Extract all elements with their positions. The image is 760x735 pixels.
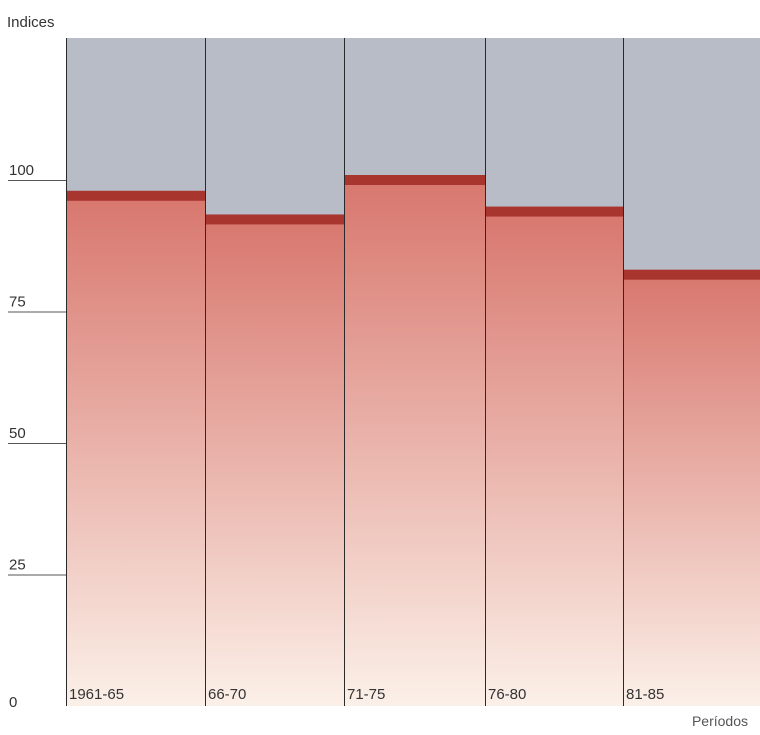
y-tick-label: 25 bbox=[9, 557, 26, 574]
bar-81-85 bbox=[623, 274, 760, 706]
bar-76-80 bbox=[485, 211, 623, 706]
x-category-label: 81-85 bbox=[626, 686, 664, 703]
x-axis-title: Períodos bbox=[692, 713, 748, 729]
bar-cap-1961-65 bbox=[66, 190, 205, 201]
y-tick-label: 0 bbox=[9, 694, 17, 711]
bar-cap-81-85 bbox=[623, 269, 760, 280]
x-category-label: 76-80 bbox=[488, 686, 526, 703]
x-category-label: 1961-65 bbox=[69, 686, 124, 703]
bar-66-70 bbox=[205, 219, 344, 706]
bar-1961-65 bbox=[66, 195, 205, 706]
bar-cap-76-80 bbox=[485, 206, 623, 217]
bars bbox=[66, 175, 760, 706]
y-axis-title: Indices bbox=[7, 14, 55, 31]
y-tick-label: 100 bbox=[9, 162, 34, 179]
y-tick-label: 50 bbox=[9, 425, 26, 442]
category-labels: 1961-65 66-70 71-75 76-80 81-85 bbox=[69, 686, 664, 703]
bar-cap-71-75 bbox=[344, 175, 485, 185]
bar-cap-66-70 bbox=[205, 214, 344, 225]
y-axis-ticks: 0 25 50 75 100 bbox=[8, 162, 66, 711]
y-tick-label: 75 bbox=[9, 294, 26, 311]
bar-71-75 bbox=[344, 180, 485, 706]
column-dividers bbox=[66, 38, 624, 706]
x-category-label: 66-70 bbox=[208, 686, 246, 703]
x-category-label: 71-75 bbox=[347, 686, 385, 703]
